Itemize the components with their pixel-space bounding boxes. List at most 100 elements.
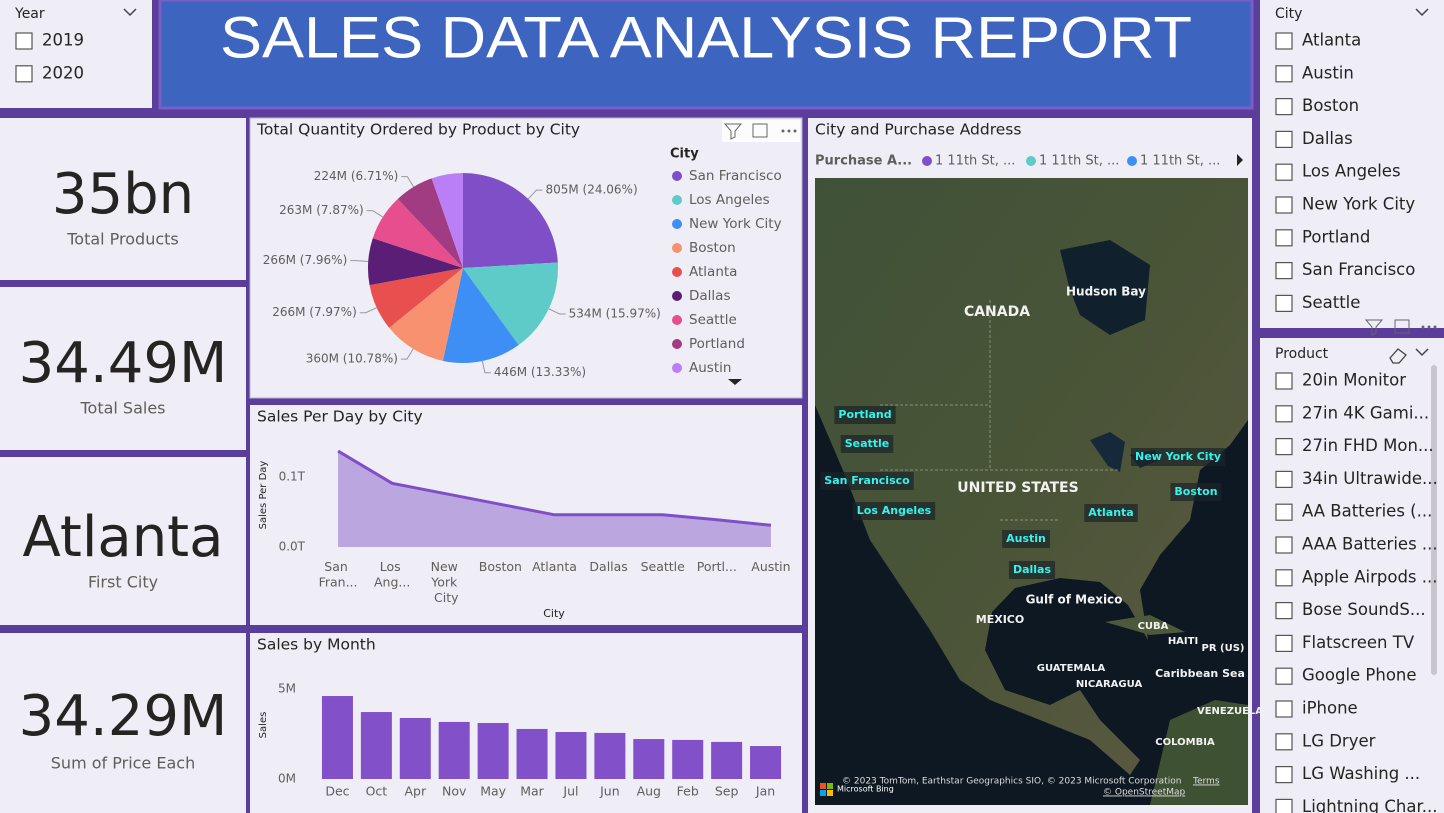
legend-marker (922, 156, 932, 166)
card-label: Sum of Price Each (51, 754, 195, 773)
x-tick-label: Jun (599, 784, 620, 799)
checkbox[interactable] (1275, 569, 1293, 587)
pie-slice (442, 268, 519, 363)
pie-slice (372, 198, 463, 268)
checkbox[interactable] (1275, 294, 1293, 312)
card-panel (0, 287, 246, 450)
eraser-icon[interactable] (1389, 348, 1407, 364)
land (1150, 700, 1248, 805)
checkbox[interactable] (1275, 262, 1293, 280)
legend-label: San Francisco (689, 168, 782, 184)
bar (711, 741, 743, 779)
card-label: First City (88, 573, 158, 592)
report-title: SALES DATA ANALYSIS REPORT (220, 5, 1192, 70)
slicer-option: 20in Monitor (1302, 371, 1406, 390)
checkbox[interactable] (15, 32, 33, 50)
slicer-option: iPhone (1302, 699, 1358, 718)
checkbox[interactable] (1275, 503, 1293, 521)
map-place-label: CANADA (964, 304, 1030, 320)
map-attribution: © 2023 TomTom, Earthstar Geographics SIO… (842, 777, 1181, 787)
x-tick-label: Sep (715, 784, 739, 799)
dropdown-icon[interactable] (1415, 8, 1429, 17)
checkbox[interactable] (1275, 536, 1293, 554)
map-place-label: CUBA (1138, 621, 1169, 632)
slicer-option: Portland (1302, 227, 1370, 246)
checkbox[interactable] (1275, 65, 1293, 83)
map-city-label: Seattle (845, 437, 890, 450)
slicer-option: Bose SoundS... (1302, 600, 1426, 619)
pie-slice (369, 268, 463, 328)
x-tick-label: New York City (430, 559, 462, 605)
legend-scroll[interactable] (728, 379, 742, 385)
y-tick-label: 5M (278, 682, 296, 696)
checkbox[interactable] (1275, 32, 1293, 50)
map-place-label: VENEZUELA (1197, 706, 1263, 717)
scrollbar[interactable] (1431, 365, 1437, 675)
more-icon[interactable] (781, 129, 797, 133)
pie-slice (431, 173, 463, 268)
legend-label: 1 11th St, ... (1039, 154, 1119, 169)
bar (672, 739, 704, 779)
slicer-option: 2019 (42, 31, 84, 50)
x-tick-label: Nov (442, 784, 467, 799)
data-label: 224M (6.71%) (314, 169, 399, 183)
map-place-label: MEXICO (976, 613, 1024, 626)
legend-marker (1127, 156, 1137, 166)
checkbox[interactable] (1275, 438, 1293, 456)
map-place-label: Gulf of Mexico (1026, 593, 1123, 607)
legend-scroll[interactable] (1237, 154, 1243, 166)
checkbox[interactable] (1275, 634, 1293, 653)
focus-icon[interactable] (1394, 319, 1410, 334)
slicer-option: Boston (1302, 96, 1359, 115)
dropdown-icon[interactable] (1415, 348, 1429, 357)
bing-logo (827, 790, 833, 796)
slicer-option: AA Batteries (... (1302, 502, 1432, 521)
checkbox[interactable] (1275, 765, 1293, 784)
legend-label: Dallas (689, 288, 730, 304)
bar (555, 732, 587, 779)
checkbox[interactable] (1275, 163, 1293, 181)
x-tick-label: Dallas (589, 559, 627, 574)
checkbox[interactable] (1275, 798, 1293, 813)
leader-line (481, 360, 491, 374)
filter-icon[interactable] (1364, 319, 1384, 336)
legend-label: Portland (689, 336, 745, 352)
checkbox[interactable] (1275, 130, 1293, 148)
bar (633, 739, 665, 779)
checkbox[interactable] (1275, 229, 1293, 247)
checkbox[interactable] (1275, 405, 1293, 423)
legend-marker (672, 171, 682, 181)
bing-logo (820, 790, 826, 796)
checkbox[interactable] (1275, 470, 1293, 488)
checkbox[interactable] (1275, 97, 1293, 116)
slicer-option: AAA Batteries ... (1302, 535, 1438, 554)
map-brand: Microsoft Bing (837, 785, 894, 794)
bar (477, 723, 509, 779)
filter-icon[interactable] (723, 123, 743, 140)
x-tick-label: San Fran... (319, 559, 358, 590)
hudson-bay (1060, 240, 1150, 335)
slicer-option: 2020 (42, 63, 84, 82)
dropdown-icon[interactable] (123, 8, 137, 17)
slicer-title: Year (14, 6, 45, 22)
checkbox[interactable] (1275, 196, 1293, 214)
focus-icon[interactable] (752, 123, 768, 138)
more-icon[interactable] (1421, 325, 1437, 329)
checkbox[interactable] (1275, 601, 1293, 620)
checkbox[interactable] (1275, 700, 1293, 718)
bar (594, 732, 626, 779)
x-tick-label: Los Ang... (374, 559, 410, 590)
card-panel (0, 457, 246, 625)
checkbox[interactable] (1275, 733, 1293, 751)
checkbox[interactable] (1275, 667, 1293, 685)
map-place-label: Hudson Bay (1066, 285, 1146, 299)
card-label: Total Products (66, 230, 179, 249)
slicer-option: Los Angeles (1302, 162, 1401, 181)
checkbox[interactable] (1275, 372, 1293, 390)
data-label: 266M (7.96%) (263, 253, 348, 267)
leader-line (400, 348, 414, 360)
slicer-option: 27in FHD Mon... (1302, 436, 1434, 455)
checkbox[interactable] (15, 65, 33, 83)
map-osm: © OpenStreetMap (1103, 788, 1186, 798)
